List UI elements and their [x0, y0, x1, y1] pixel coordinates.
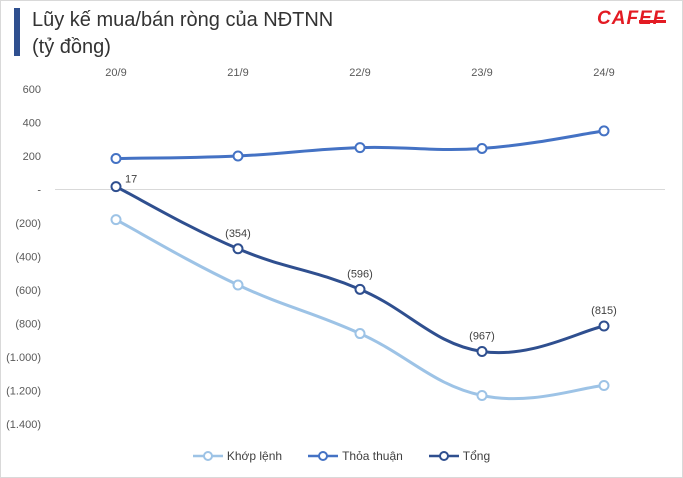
data-point-khop_lenh: [354, 328, 366, 340]
y-tick-label: (600): [15, 285, 41, 297]
y-tick-label: (1.400): [6, 419, 41, 431]
y-tick-label: (200): [15, 218, 41, 230]
legend-label-tong: Tổng: [462, 449, 491, 463]
data-label-tong: (596): [347, 268, 373, 280]
data-point-khop_lenh: [476, 390, 488, 402]
x-tick-label: 23/9: [471, 67, 492, 79]
y-tick-label: -: [37, 185, 41, 197]
legend-item-tong: Tổng: [428, 449, 491, 463]
series-line-khop_lenh: [115, 218, 605, 401]
data-point-khop_lenh: [232, 279, 244, 291]
data-point-tong: [598, 320, 610, 332]
data-point-thoa_thuan: [232, 150, 244, 162]
y-tick-label: (800): [15, 319, 41, 331]
data-point-tong: [110, 181, 122, 193]
data-point-khop_lenh: [598, 379, 610, 391]
data-point-tong: [354, 283, 366, 295]
y-tick-label: (400): [15, 252, 41, 264]
data-point-khop_lenh: [110, 214, 122, 226]
data-point-thoa_thuan: [598, 125, 610, 137]
legend-swatch-thoa-thuan-icon: [308, 451, 339, 461]
chart-subtitle: (tỷ đồng): [32, 36, 111, 58]
data-point-tong: [476, 345, 488, 357]
cafef-logo: CAFEF: [597, 8, 666, 29]
y-tick-label: 400: [23, 118, 41, 130]
legend-label-khop-lenh: Khớp lệnh: [226, 449, 283, 463]
x-tick-label: 22/9: [349, 67, 370, 79]
legend-label-thoa-thuan: Thỏa thuận: [342, 449, 403, 463]
legend-item-khop-lenh: Khớp lệnh: [192, 449, 283, 463]
x-tick-label: 21/9: [227, 67, 248, 79]
data-label-tong: 17: [125, 174, 137, 186]
y-tick-label: (1.000): [6, 352, 41, 364]
title-accent-bar: [14, 8, 20, 56]
y-tick-label: 200: [23, 151, 41, 163]
data-point-thoa_thuan: [476, 142, 488, 154]
y-tick-label: 600: [23, 84, 41, 96]
chart-title: Lũy kế mua/bán ròng của NĐTNN: [32, 9, 334, 31]
x-tick-label: 24/9: [593, 67, 614, 79]
legend-item-thoa-thuan: Thỏa thuận: [308, 449, 403, 463]
data-label-tong: (354): [225, 228, 251, 240]
data-point-thoa_thuan: [110, 153, 122, 165]
data-point-tong: [232, 243, 244, 255]
data-point-thoa_thuan: [354, 142, 366, 154]
cafef-logo-underline: [639, 20, 666, 23]
data-label-tong: (967): [469, 330, 495, 342]
legend-swatch-khop-lenh-icon: [192, 451, 223, 461]
legend-swatch-tong-icon: [428, 451, 459, 461]
chart-legend: Khớp lệnh Thỏa thuận Tổng: [0, 449, 683, 463]
data-label-tong: (815): [591, 305, 617, 317]
y-tick-label: (1.200): [6, 386, 41, 398]
x-tick-label: 20/9: [105, 67, 126, 79]
